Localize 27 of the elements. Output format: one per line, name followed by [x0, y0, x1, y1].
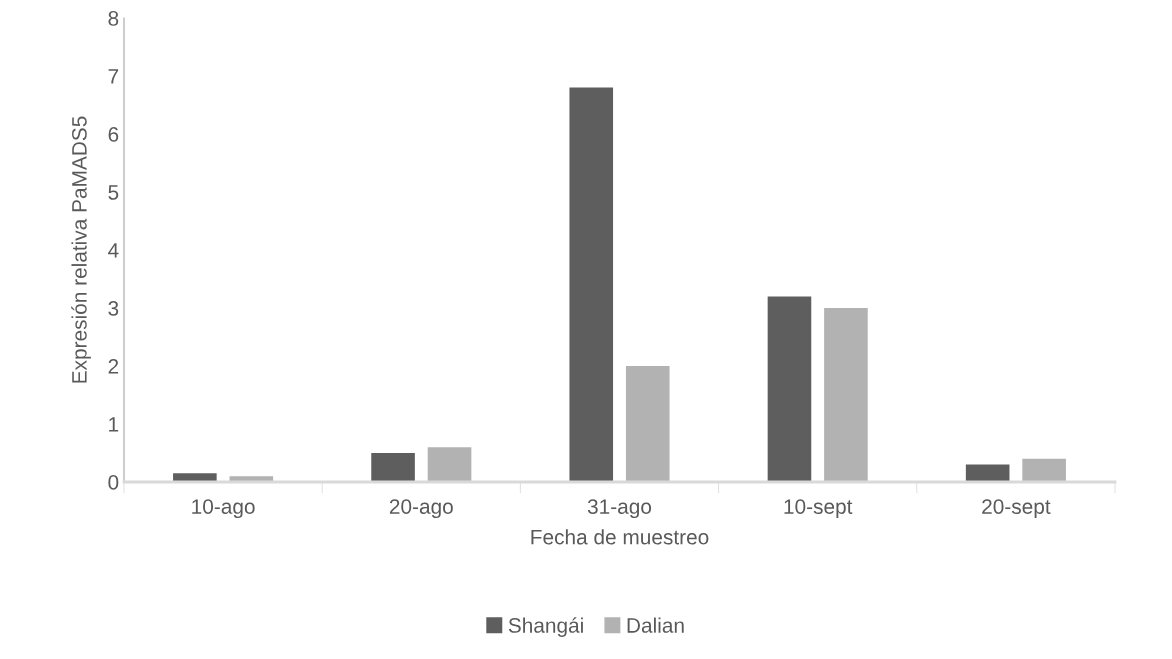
x-tick-label: 31-ago [587, 499, 652, 519]
bar [1022, 458, 1066, 482]
x-tick-label: 20-ago [389, 499, 453, 519]
bar [965, 464, 1010, 482]
y-tick-label: 6 [108, 127, 119, 142]
bar [427, 447, 472, 482]
legend-label: Shangái [508, 617, 583, 637]
bar [767, 296, 812, 482]
bar [625, 366, 670, 482]
y-tick-label: 8 [108, 11, 119, 26]
bar [371, 453, 415, 482]
y-tick-label: 0 [108, 475, 119, 490]
x-axis-title: Fecha de muestreo [531, 529, 709, 545]
y-tick-label: 2 [108, 359, 119, 374]
y-tick-label: 1 [109, 417, 119, 432]
y-tick-label: 7 [108, 69, 119, 84]
x-tick-label: 10-ago [192, 499, 255, 519]
y-tick-label: 5 [108, 185, 119, 200]
x-tick-label: 20-sept [982, 499, 1051, 519]
legend-label: Dalian [627, 617, 684, 633]
y-axis-title: Expresión relativa PaMADS5 [71, 116, 91, 383]
bar [824, 308, 868, 482]
x-tick-label: 10-sept [784, 499, 853, 519]
y-tick-label: 3 [108, 301, 119, 316]
y-tick-label: 4 [108, 243, 119, 258]
bar [569, 87, 614, 482]
bar [173, 473, 217, 482]
